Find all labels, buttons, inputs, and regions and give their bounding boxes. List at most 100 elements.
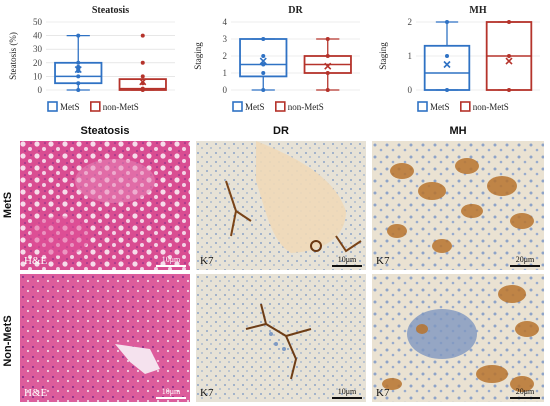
micrograph-non-mets-steatosis: H&E 10μm <box>20 274 190 402</box>
legend-label: non-MetS <box>288 102 324 112</box>
legend-swatch <box>460 101 471 112</box>
data-point <box>261 37 266 41</box>
data-point <box>76 60 81 65</box>
chart-title: Steatosis <box>92 5 129 16</box>
k7-mh-texture <box>372 274 544 402</box>
data-point <box>325 37 330 41</box>
data-point <box>325 88 330 92</box>
legend-swatch <box>90 101 101 112</box>
steatosis-boxplot: Steatosis Steatosis (%) 0 10 20 30 40 50 MetS non… <box>8 5 175 112</box>
y-tick-label: 10 <box>33 71 43 81</box>
y-tick-label: 2 <box>223 51 228 61</box>
data-point <box>76 33 81 38</box>
y-tick-label: 0 <box>38 85 43 95</box>
micrograph-mets-dr: K7 10μm <box>196 141 366 270</box>
box-mets <box>423 20 471 92</box>
scale-bar-label: 10μm <box>161 387 181 396</box>
chart-title: MH <box>469 5 486 16</box>
stain-label: K7 <box>200 255 214 267</box>
scale-bar-label: 20μm <box>515 255 535 264</box>
k7-dr-texture <box>196 141 366 270</box>
y-tick-label: 3 <box>223 34 228 44</box>
data-point <box>445 20 449 24</box>
scale-bar: 10μm <box>332 255 362 267</box>
scale-bar: 10μm <box>156 255 186 267</box>
data-point <box>261 71 266 75</box>
y-tick-label: 0 <box>223 85 228 95</box>
legend-label: MetS <box>430 102 450 112</box>
mean-marker <box>74 66 82 74</box>
box-non-mets <box>118 33 167 92</box>
box-non-mets <box>485 20 533 92</box>
scale-bar-label: 10μm <box>161 255 181 264</box>
data-point <box>261 62 266 67</box>
data-point <box>76 81 81 86</box>
legend-label: non-MetS <box>473 102 509 112</box>
box-non-mets <box>303 37 352 92</box>
y-tick-label: 1 <box>223 68 228 78</box>
data-point <box>261 88 266 92</box>
column-header-mh: MH <box>449 125 467 137</box>
y-axis-label: Steatosis (%) <box>8 32 18 80</box>
mean-marker <box>505 57 513 65</box>
micrograph-mets-mh: K7 20μm <box>372 141 544 270</box>
y-tick-label: 4 <box>223 17 228 27</box>
chart-title: DR <box>288 5 303 16</box>
box-mets <box>239 37 288 92</box>
mean-marker <box>443 60 451 69</box>
micrograph-non-mets-dr: K7 10μm <box>196 274 366 402</box>
legend-label: non-MetS <box>103 102 139 112</box>
y-tick-label: 30 <box>33 44 43 54</box>
stain-label: H&E <box>24 387 48 399</box>
data-point <box>140 86 145 91</box>
legend-label: MetS <box>245 102 265 112</box>
scale-bar-label: 20μm <box>515 387 535 396</box>
box-mets <box>54 33 103 92</box>
data-point <box>507 54 511 58</box>
data-point <box>507 88 511 92</box>
data-point <box>76 88 81 92</box>
mean-marker <box>259 57 267 65</box>
dr-boxplot: DR Staging 0 1 2 3 4 MetS non-MetS <box>193 5 360 112</box>
he-steatosis-texture <box>20 274 190 402</box>
box-iqr <box>423 44 471 91</box>
y-tick-label: 0 <box>408 85 413 95</box>
mean-marker <box>139 78 147 86</box>
scale-bar-label: 10μm <box>337 387 357 396</box>
scale-bar: 20μm <box>510 387 540 399</box>
data-point <box>325 71 330 75</box>
stain-label: K7 <box>376 387 390 399</box>
data-point <box>261 54 266 58</box>
micrograph-non-mets-mh: K7 20μm <box>372 274 544 402</box>
y-axis-label: Staging <box>378 42 388 70</box>
data-point <box>76 74 81 79</box>
scale-bar: 20μm <box>510 255 540 267</box>
data-point <box>445 54 449 58</box>
column-header-steatosis: Steatosis <box>80 125 130 137</box>
he-steatosis-texture <box>20 141 190 270</box>
legend-label: MetS <box>60 102 80 112</box>
legend-swatch <box>47 101 58 112</box>
k7-dr-texture <box>196 274 366 402</box>
row-label-non-mets: Non-MetS <box>2 315 14 367</box>
stain-label: H&E <box>24 255 48 267</box>
y-tick-label: 2 <box>408 17 413 27</box>
k7-mh-texture <box>372 141 544 270</box>
legend-swatch <box>417 101 428 112</box>
data-point <box>445 88 449 92</box>
data-point <box>325 54 330 58</box>
column-header-dr: DR <box>273 125 289 137</box>
y-tick-label: 20 <box>33 58 43 68</box>
data-point <box>140 33 145 38</box>
data-point <box>140 74 145 79</box>
scale-bar: 10μm <box>156 387 186 399</box>
stain-label: K7 <box>376 255 390 267</box>
stain-label: K7 <box>200 387 214 399</box>
y-tick-label: 40 <box>33 31 43 41</box>
y-axis-label: Staging <box>193 42 203 70</box>
y-tick-label: 1 <box>408 51 413 61</box>
data-point <box>140 60 145 65</box>
data-point <box>507 20 511 24</box>
legend-swatch <box>232 101 243 112</box>
micrograph-mets-steatosis: H&E 10μm <box>20 141 190 270</box>
